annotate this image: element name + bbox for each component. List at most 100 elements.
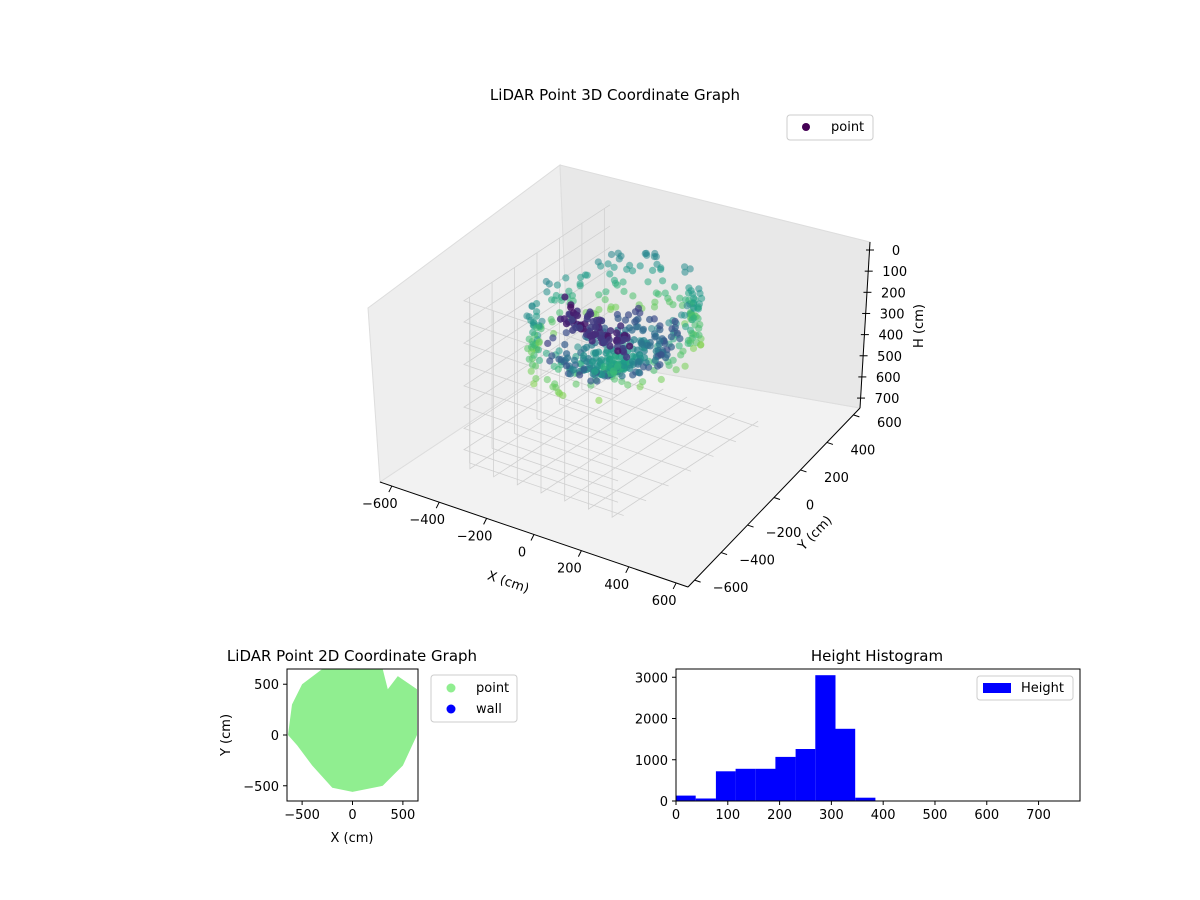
x-tick-mark	[388, 485, 393, 493]
point-3d	[639, 363, 648, 371]
legend-hist-label: Height	[1021, 681, 1064, 696]
point-3d	[656, 322, 664, 330]
point-3d	[626, 342, 634, 350]
point-3d	[668, 325, 676, 333]
point-3d	[656, 361, 664, 369]
point-3d	[620, 287, 628, 295]
point-3d	[676, 335, 684, 343]
point-3d	[562, 329, 570, 337]
y-tick-label-2d: −500	[243, 780, 279, 795]
x-ticks-3d: −600 −400 −200 0 200 400 600	[362, 485, 677, 609]
point-3d	[529, 328, 537, 336]
point-3d	[673, 329, 681, 337]
legend-hist-swatch	[983, 683, 1011, 693]
x-tick-label: 200	[557, 562, 582, 577]
point-3d	[532, 362, 540, 370]
point-3d	[543, 376, 551, 384]
point-3d	[651, 249, 659, 258]
point-3d	[606, 342, 614, 350]
y-tick-mark	[694, 579, 701, 583]
point-3d	[576, 371, 584, 379]
grid-line-y	[469, 297, 624, 516]
z-axis-label-3d: H (cm)	[912, 304, 927, 348]
point-3d	[595, 291, 603, 299]
point-3d	[651, 298, 659, 306]
x-tick-label: −200	[457, 529, 493, 544]
legend-3d-box	[786, 114, 874, 141]
point-3d	[595, 306, 603, 314]
point-3d	[532, 312, 541, 320]
y-tick-label: 0	[806, 499, 814, 514]
point-3d	[591, 323, 599, 331]
point-3d	[600, 363, 608, 371]
point-3d	[535, 338, 543, 346]
point-3d	[547, 315, 555, 324]
point-3d	[637, 339, 645, 347]
point-3d	[629, 371, 637, 379]
histogram-bar	[795, 749, 816, 801]
point-3d	[602, 288, 610, 296]
point-3d	[687, 287, 695, 295]
point-3d	[649, 266, 657, 274]
point-3d	[607, 250, 616, 259]
legend-hist-box	[976, 675, 1074, 701]
x-tick-label-hist: 0	[672, 808, 680, 823]
point-3d	[601, 296, 609, 304]
x-tick-label: 600	[652, 594, 677, 609]
point-3d	[587, 310, 595, 318]
point-3d	[568, 316, 576, 324]
x-tick-mark	[435, 501, 440, 509]
x-tick-label-2d: 500	[390, 808, 415, 823]
point-3d	[634, 358, 643, 366]
z-tick-label: 0	[892, 244, 900, 259]
point-3d	[629, 292, 637, 300]
point-3d	[606, 305, 615, 313]
point-3d	[689, 344, 698, 353]
y-tick-label-hist: 1000	[635, 754, 668, 769]
point-3d	[582, 343, 591, 351]
y-tick-label: −200	[766, 526, 802, 541]
point-3d	[644, 278, 652, 286]
point-3d	[595, 396, 603, 404]
point-3d	[677, 351, 685, 359]
point-3d	[639, 327, 647, 335]
point-3d	[629, 267, 637, 275]
y-tick-mark	[747, 524, 754, 528]
point-3d	[672, 366, 680, 374]
point-3d	[613, 336, 622, 344]
point-3d	[589, 318, 597, 326]
histogram-bar	[815, 675, 836, 801]
point-3d	[631, 318, 639, 326]
point-3d	[621, 316, 630, 324]
legend-2d-label-wall: wall	[476, 702, 502, 717]
x-tick-label-hist: 100	[715, 808, 740, 823]
grid-line-x	[611, 351, 759, 518]
y-tick-label-hist: 2000	[635, 713, 668, 728]
point-3d	[556, 309, 564, 317]
chart-histogram: Height Histogram 0 100 200 300 400 500 600 7000…	[635, 647, 1081, 823]
x-tick-label: 400	[604, 578, 629, 593]
point-3d	[676, 294, 684, 302]
point-3d	[588, 332, 596, 340]
point-3d	[671, 283, 679, 291]
x-tick-label: 0	[518, 546, 526, 561]
y-tick-mark	[826, 441, 834, 445]
point-3d	[635, 368, 643, 377]
point-3d	[594, 258, 602, 266]
point-3d	[614, 314, 622, 322]
scatter-2d-area	[288, 669, 417, 792]
legend-2d: point wall	[430, 674, 518, 723]
grid-line-x	[564, 335, 711, 502]
y-axis-label-2d: Y (cm)	[219, 714, 234, 757]
grid-line-z	[463, 310, 619, 461]
point-3d	[569, 366, 578, 374]
point-3d	[657, 375, 665, 384]
z-tick-label: 600	[876, 371, 901, 386]
point-3d	[624, 381, 632, 389]
point-3d	[549, 334, 557, 342]
point-3d	[681, 263, 689, 271]
point-3d	[561, 341, 569, 349]
y-tick-label: −600	[713, 581, 749, 596]
point-3d	[580, 365, 588, 373]
